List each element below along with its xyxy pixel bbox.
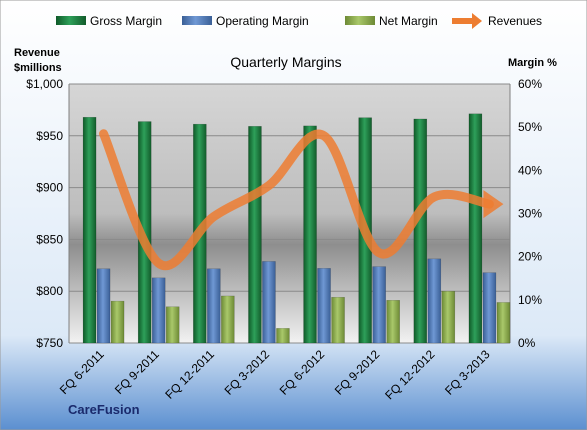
legend-label: Gross Margin [90,14,162,28]
bar-gross-margin [303,125,317,344]
left-tick-label: $750 [36,336,63,350]
right-axis-label: Margin % [508,57,557,69]
left-tick-label: $900 [36,181,63,195]
bar-operating-margin [262,261,276,344]
bar-gross-margin [248,126,262,344]
right-axis-ticks: 0% 10% 20% 30% 40% 50% 60% [518,77,542,350]
legend-swatch-operating-margin [182,16,212,25]
brand-label: CareFusion [68,402,140,417]
bar-net-margin [110,300,125,344]
right-tick-label: 30% [518,207,542,221]
legend-label: Operating Margin [216,14,309,28]
right-tick-label: 0% [518,336,536,350]
bar-net-margin [496,302,511,344]
legend-arrow-icon [472,13,482,29]
revenue-arrowhead [483,190,504,219]
bar-net-margin [165,306,180,344]
legend-label: Revenues [488,14,542,28]
left-tick-label: $800 [36,284,63,298]
left-tick-label: $1,000 [26,77,63,91]
right-tick-label: 60% [518,77,542,91]
legend-label: Net Margin [379,14,438,28]
left-axis-ticks: $750 $800 $850 $900 $950 $1,000 [26,77,63,350]
bar-net-margin [441,290,456,344]
bar-operating-margin [96,268,111,344]
bar-operating-margin [372,266,386,344]
right-tick-label: 20% [518,250,542,264]
chart-title: Quarterly Margins [230,54,341,70]
bar-net-margin [331,296,345,344]
bar-net-margin [221,295,235,344]
legend-swatch-net-margin [345,16,375,25]
bar-operating-margin [207,268,221,344]
legend-swatch-gross-margin [56,16,86,25]
bar-gross-margin [468,113,483,344]
left-axis-label-line1: Revenue [14,47,60,59]
bars [82,113,511,344]
bar-operating-margin [317,268,331,344]
bar-gross-margin [413,118,428,344]
legend: Gross Margin Operating Margin Net Margin Re… [56,13,542,29]
right-tick-label: 50% [518,120,542,134]
bar-operating-margin [427,258,442,344]
left-axis-label-line2: $millions [14,62,62,74]
right-tick-label: 10% [518,293,542,307]
bar-net-margin [276,328,290,344]
right-tick-label: 40% [518,163,542,177]
left-tick-label: $950 [36,129,63,143]
left-tick-label: $850 [36,232,63,246]
bar-net-margin [386,300,400,344]
bar-operating-margin [151,277,166,344]
bar-gross-margin [82,116,97,344]
bar-operating-margin [482,272,497,344]
revenue-line [99,129,494,271]
